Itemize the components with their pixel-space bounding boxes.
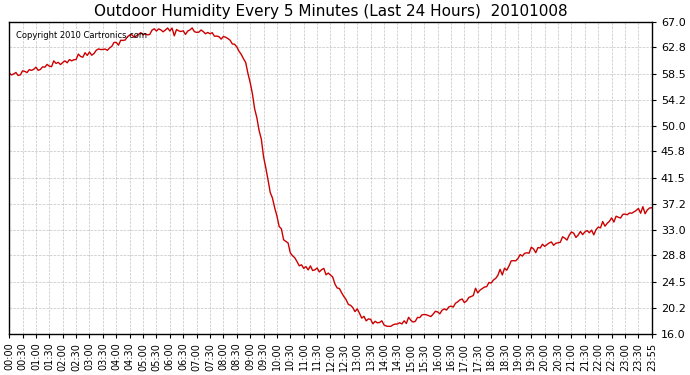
Text: Copyright 2010 Cartronics.com: Copyright 2010 Cartronics.com <box>16 31 146 40</box>
Title: Outdoor Humidity Every 5 Minutes (Last 24 Hours)  20101008: Outdoor Humidity Every 5 Minutes (Last 2… <box>94 4 567 19</box>
